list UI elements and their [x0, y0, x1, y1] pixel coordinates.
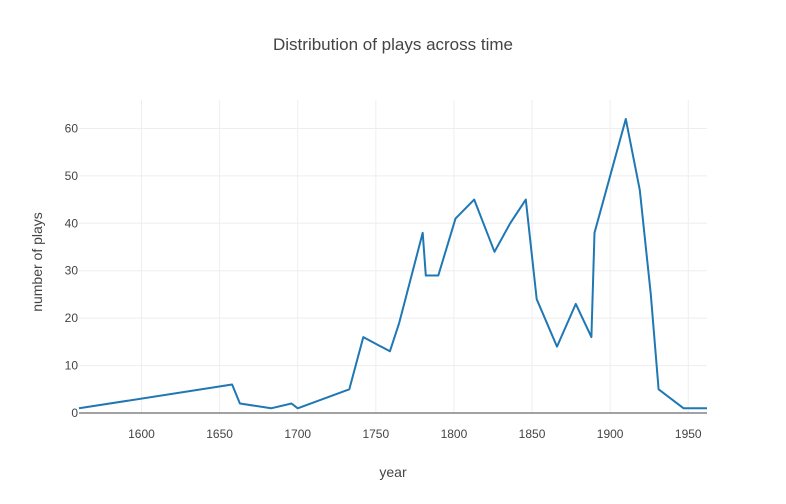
- x-tick-label: 1950: [675, 427, 702, 441]
- y-axis-title: number of plays: [29, 212, 45, 312]
- chart-title: Distribution of plays across time: [273, 35, 513, 54]
- y-tick-label: 0: [71, 406, 78, 420]
- x-axis-title: year: [379, 464, 407, 480]
- gridlines: [79, 100, 707, 413]
- y-tick-label: 50: [65, 169, 79, 183]
- y-tick-label: 40: [65, 216, 79, 230]
- y-tick-label: 60: [65, 121, 79, 135]
- axes: 1600 1650 1700 1750 1800 1850 1900 1950 0 10 20 30 4…: [65, 121, 707, 441]
- plays-line: [78, 118, 707, 410]
- x-tick-label: 1850: [519, 427, 546, 441]
- y-tick-label: 20: [65, 311, 79, 325]
- y-tick-label: 30: [65, 264, 79, 278]
- x-tick-label: 1750: [362, 427, 389, 441]
- x-tick-label: 1600: [128, 427, 155, 441]
- x-tick-label: 1700: [284, 427, 311, 441]
- x-tick-label: 1900: [597, 427, 624, 441]
- y-tick-label: 10: [65, 359, 79, 373]
- x-tick-label: 1650: [206, 427, 233, 441]
- series-layer: [78, 118, 707, 410]
- x-tick-label: 1800: [441, 427, 468, 441]
